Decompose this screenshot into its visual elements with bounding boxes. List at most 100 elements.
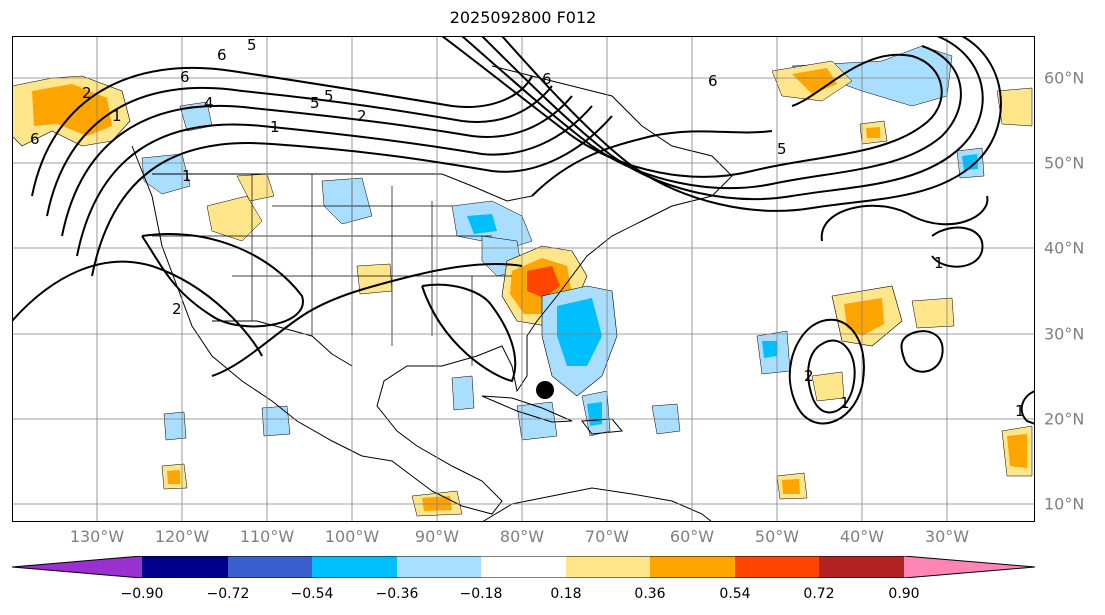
contour-label: 6 <box>542 70 552 88</box>
anomaly-negative-core <box>467 214 497 234</box>
colorbar-tick: 0.90 <box>888 586 920 602</box>
contour-line <box>931 226 984 268</box>
graticule <box>12 36 1035 522</box>
colorbar-tick: −0.54 <box>290 586 334 602</box>
anomaly-positive-core <box>782 479 800 494</box>
contour-label: 6 <box>708 72 718 90</box>
anomaly-positive-core <box>1007 434 1027 468</box>
anomaly-positive-region <box>236 173 275 202</box>
lon-label: 50°W <box>754 527 800 546</box>
colorbar-tick: −0.72 <box>206 586 250 602</box>
north-america-coastline <box>131 65 733 515</box>
contour-label: 2 <box>804 367 814 385</box>
contour-label: 2 <box>172 300 182 318</box>
colorbar-tick: 0.72 <box>803 586 835 602</box>
colorbar-bin <box>228 556 312 578</box>
contour-label: 2 <box>357 107 367 125</box>
contour-label: 6 <box>180 68 190 86</box>
anomaly-positive-core <box>844 298 884 336</box>
contour-line <box>807 339 856 414</box>
colorbar-tick: 0.54 <box>719 586 751 602</box>
contour-line <box>141 233 304 328</box>
lon-label: 70°W <box>584 527 630 546</box>
contour-line <box>788 318 865 425</box>
lon-label: 40°W <box>839 527 885 546</box>
contour-line <box>46 85 553 217</box>
colorbar-tick: 0.36 <box>634 586 666 602</box>
contour-label: 2 <box>82 84 92 102</box>
anomaly-positive-region <box>996 87 1033 127</box>
contour-label: 5 <box>310 94 320 112</box>
contour-line <box>76 105 593 257</box>
anomaly-negative-core <box>962 154 978 170</box>
lat-label: 60°N <box>1044 68 1085 88</box>
south-america-coastline <box>481 487 713 522</box>
lat-label: 50°N <box>1044 153 1085 173</box>
map-frame <box>12 36 1035 522</box>
us-canada-border <box>152 173 533 202</box>
contour-label: 6 <box>30 130 40 148</box>
contour-line <box>1020 390 1035 425</box>
lon-label: 60°W <box>669 527 715 546</box>
contour-line <box>481 36 984 201</box>
colorbar-tick: 0.18 <box>550 586 582 602</box>
colorbar <box>12 556 1035 578</box>
contour-label: 5 <box>777 140 787 158</box>
colorbar-bin <box>819 556 904 578</box>
contour-label: 1 <box>182 167 192 185</box>
contour-line <box>900 330 944 373</box>
contour-line <box>421 283 517 383</box>
colorbar-bin <box>142 556 228 578</box>
anomaly-negative-region <box>261 405 291 437</box>
anomaly-positive-core <box>792 68 837 94</box>
lat-label: 20°N <box>1044 409 1085 429</box>
anomaly-positive-core <box>866 127 880 138</box>
contour-label: 1 <box>270 118 280 136</box>
contour-line <box>31 67 533 197</box>
lon-label: 120°W <box>154 527 210 546</box>
contour-line <box>91 115 613 277</box>
contour-line <box>211 263 523 377</box>
colorbar-under-arrow <box>12 556 142 578</box>
anomaly-negative-region <box>791 45 953 107</box>
anomaly-shading <box>12 45 1033 517</box>
colorbar-bin <box>312 556 397 578</box>
map-title: 2025092800 F012 <box>449 8 597 27</box>
anomaly-negative-region <box>163 411 187 441</box>
contour-label: 5 <box>247 36 257 54</box>
anomaly-negative-core <box>762 341 777 358</box>
colorbar-bin <box>650 556 735 578</box>
contour-label: 1 <box>934 254 944 272</box>
cuba-outline <box>481 395 573 423</box>
contour-label-group: 6 5 6 5 2 1 6 5 6 1 5 2 1 4 6 1 2 1 1 2 <box>30 36 1025 420</box>
contour-line <box>61 95 573 237</box>
contour-line <box>820 195 989 242</box>
storm-center-dot-icon <box>536 381 554 399</box>
contour-label: 1 <box>1015 402 1025 420</box>
anomaly-positive-region <box>911 297 955 329</box>
colorbar-tick: −0.90 <box>120 586 164 602</box>
contour-lines <box>12 36 1035 425</box>
colorbar-bin <box>397 556 481 578</box>
lon-label: 130°W <box>69 527 125 546</box>
coastlines <box>131 65 733 522</box>
anomaly-positive-core <box>527 266 560 298</box>
colorbar-tick: −0.18 <box>459 586 503 602</box>
lon-label: 110°W <box>239 527 295 546</box>
lon-label: 80°W <box>499 527 545 546</box>
lon-label: 30°W <box>924 527 970 546</box>
colorbar-bin <box>481 556 566 578</box>
contour-line <box>461 36 962 190</box>
colorbar-tick: −0.36 <box>375 586 419 602</box>
anomaly-negative-region <box>516 401 558 441</box>
map-canvas: 6 5 6 5 2 1 6 5 6 1 5 2 1 4 6 1 2 1 1 2 <box>12 36 1035 522</box>
lat-label: 40°N <box>1044 238 1085 258</box>
colorbar-bin <box>735 556 819 578</box>
anomaly-positive-core <box>167 470 180 484</box>
contour-label: 5 <box>324 87 334 105</box>
lon-label: 90°W <box>414 527 460 546</box>
contour-label: 6 <box>217 46 227 64</box>
contour-label: 1 <box>840 394 850 412</box>
contour-line <box>531 130 773 197</box>
lon-label: 100°W <box>324 527 380 546</box>
